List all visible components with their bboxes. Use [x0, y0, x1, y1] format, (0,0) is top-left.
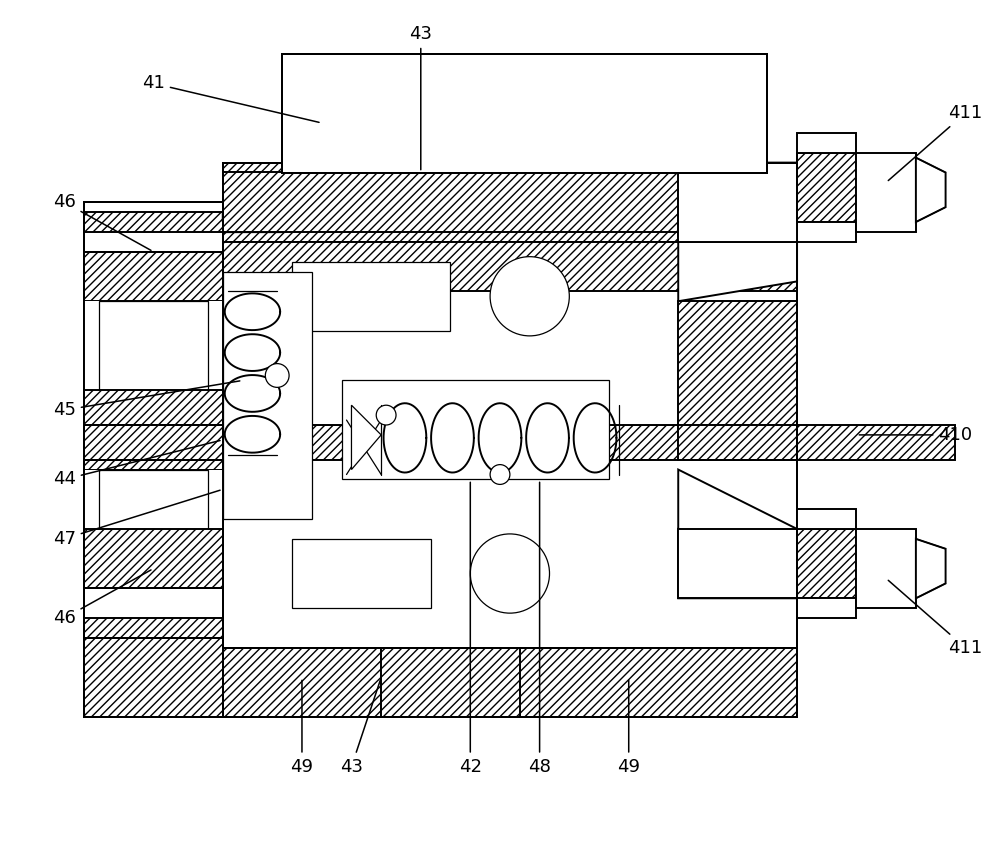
Bar [223, 271, 312, 519]
Bar [84, 638, 223, 717]
Polygon shape [351, 405, 381, 469]
Text: 49: 49 [617, 680, 640, 775]
Circle shape [470, 534, 550, 613]
Polygon shape [678, 241, 797, 301]
Bar [292, 539, 431, 609]
Text: 410: 410 [859, 426, 973, 444]
Bar [797, 529, 856, 598]
Bar [84, 252, 223, 301]
Bar [678, 301, 797, 460]
Circle shape [376, 405, 396, 425]
Bar [856, 529, 916, 609]
Text: 411: 411 [888, 581, 983, 657]
Polygon shape [678, 529, 797, 598]
Text: 44: 44 [53, 440, 220, 489]
Text: 46: 46 [53, 193, 151, 251]
Bar [233, 297, 787, 425]
Bar [292, 262, 450, 331]
Polygon shape [223, 648, 381, 717]
Bar [282, 54, 767, 173]
Text: 47: 47 [53, 490, 220, 548]
Text: 41: 41 [142, 75, 319, 122]
Bar [223, 173, 797, 232]
Circle shape [490, 465, 510, 484]
Bar [223, 648, 797, 717]
Text: 45: 45 [53, 381, 240, 419]
Polygon shape [678, 469, 797, 569]
Bar [84, 390, 223, 469]
Bar [223, 425, 955, 460]
Bar [99, 301, 208, 390]
Bar [84, 529, 223, 588]
Bar [678, 162, 797, 241]
Bar [797, 222, 856, 241]
Bar [84, 252, 223, 588]
Bar [342, 381, 609, 479]
Bar [233, 460, 787, 638]
Polygon shape [520, 648, 797, 717]
Bar [84, 588, 223, 638]
Text: 48: 48 [528, 482, 551, 775]
Bar [223, 241, 797, 292]
Bar [856, 153, 916, 232]
Bar [84, 202, 223, 252]
Bar [797, 598, 856, 618]
Bar [282, 54, 767, 173]
Bar [84, 301, 223, 390]
Polygon shape [223, 173, 282, 222]
Bar [797, 153, 856, 222]
Bar [84, 618, 223, 638]
Text: 42: 42 [459, 482, 482, 775]
Polygon shape [916, 157, 946, 222]
Bar [223, 162, 797, 717]
Circle shape [490, 257, 569, 336]
Text: 43: 43 [340, 680, 380, 775]
Bar [84, 212, 223, 232]
Bar [797, 133, 856, 153]
Bar [84, 469, 223, 529]
Circle shape [265, 364, 289, 388]
Polygon shape [916, 539, 946, 598]
Text: 411: 411 [888, 104, 983, 180]
Bar [99, 469, 208, 529]
Bar [797, 509, 856, 529]
Bar [223, 162, 797, 241]
Text: 46: 46 [53, 570, 151, 627]
Text: 49: 49 [290, 680, 313, 775]
Bar [678, 529, 797, 598]
Polygon shape [678, 162, 797, 241]
Text: 43: 43 [409, 25, 432, 170]
